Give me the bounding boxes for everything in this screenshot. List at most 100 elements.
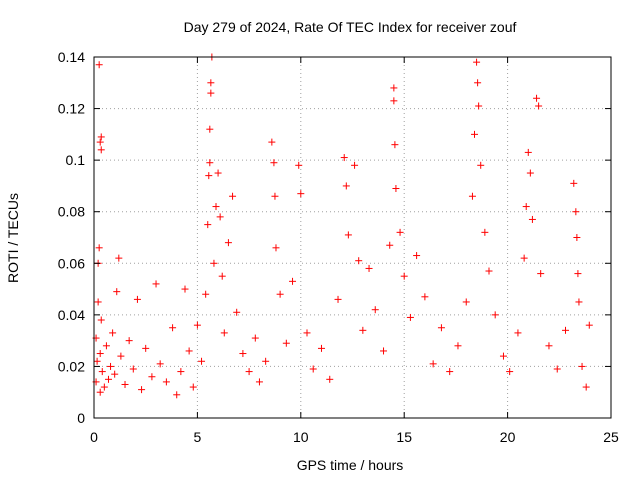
data-point <box>117 352 125 360</box>
data-point <box>477 161 485 169</box>
data-point <box>309 365 317 373</box>
x-tick-label: 10 <box>293 429 309 445</box>
data-point <box>152 280 160 288</box>
data-point <box>575 298 583 306</box>
data-point <box>392 185 400 193</box>
data-point <box>193 321 201 329</box>
data-point <box>204 221 212 229</box>
data-point <box>173 391 181 399</box>
y-tick-label: 0.14 <box>58 49 85 65</box>
data-point <box>212 203 220 211</box>
data-point <box>97 146 105 154</box>
data-point <box>334 295 342 303</box>
y-tick-label: 0.02 <box>58 358 85 374</box>
data-point <box>102 342 110 350</box>
data-point <box>468 192 476 200</box>
data-point <box>342 182 350 190</box>
data-point <box>545 342 553 350</box>
data-point <box>446 368 454 376</box>
data-point <box>514 329 522 337</box>
data-point <box>340 154 348 162</box>
plot-frame <box>93 56 612 419</box>
data-point <box>573 234 581 241</box>
x-tick-label: 15 <box>396 429 412 445</box>
data-point <box>365 264 373 272</box>
data-point <box>104 375 112 383</box>
data-point <box>528 215 536 223</box>
data-point <box>289 277 297 285</box>
data-point <box>210 259 218 267</box>
x-tick-label: 5 <box>194 429 202 445</box>
data-point <box>471 130 479 138</box>
data-point <box>535 102 543 110</box>
y-tick-label: 0.08 <box>58 204 85 220</box>
data-point <box>562 326 570 334</box>
data-point <box>371 306 379 314</box>
data-point <box>185 347 193 355</box>
data-point <box>400 272 408 280</box>
data-point <box>97 316 105 324</box>
data-point <box>205 172 213 180</box>
data-point <box>214 169 222 177</box>
data-point <box>95 61 103 69</box>
grid-layer <box>94 57 611 418</box>
data-point <box>391 141 399 149</box>
chart-title: Day 279 of 2024, Rate Of TEC Index for r… <box>184 19 517 35</box>
y-tick-label: 0 <box>77 410 85 426</box>
data-point <box>156 360 164 368</box>
data-point <box>96 350 104 358</box>
data-point <box>93 357 101 365</box>
data-point <box>202 290 210 298</box>
data-point <box>100 383 108 391</box>
data-point <box>499 352 507 360</box>
x-tick-label: 20 <box>500 429 516 445</box>
data-point <box>295 161 303 169</box>
data-point <box>255 378 263 386</box>
data-point <box>206 125 214 133</box>
data-point <box>582 383 590 391</box>
data-point <box>96 138 104 146</box>
data-point <box>98 368 106 376</box>
data-point <box>396 228 404 236</box>
data-point <box>297 190 305 198</box>
x-tick-label: 25 <box>603 429 619 445</box>
x-tick-label: 0 <box>90 429 98 445</box>
data-point <box>282 339 290 347</box>
data-point <box>454 342 462 350</box>
data-point <box>96 388 104 396</box>
data-point <box>268 138 276 146</box>
data-point <box>355 257 363 265</box>
data-point <box>380 347 388 355</box>
data-point <box>198 357 206 365</box>
data-point <box>585 321 593 329</box>
data-point <box>94 298 102 306</box>
ticks-layer: 0 0.02 0.04 0.06 0.08 0.1 0.12 0.14 0 5 10 15 20 25 <box>58 49 619 445</box>
data-point <box>485 267 493 275</box>
data-point <box>95 244 103 252</box>
data-point <box>113 288 121 296</box>
data-point <box>359 326 367 334</box>
data-point <box>390 84 398 92</box>
data-point <box>574 270 582 278</box>
data-point <box>206 159 214 167</box>
data-point <box>520 254 528 262</box>
data-point <box>129 365 137 373</box>
data-point <box>481 228 489 236</box>
data-point <box>224 239 232 247</box>
data-point <box>97 133 105 141</box>
y-tick-label: 0.1 <box>66 152 86 168</box>
data-point <box>303 329 311 337</box>
data-point <box>522 203 530 211</box>
data-point <box>220 329 228 337</box>
data-point <box>421 293 429 301</box>
data-point <box>406 313 414 321</box>
data-point <box>251 334 259 342</box>
data-point <box>109 329 117 337</box>
data-point <box>553 365 561 373</box>
data-point <box>390 97 398 105</box>
data-point <box>351 161 359 169</box>
data-point <box>344 231 352 239</box>
data-point <box>133 295 141 303</box>
data-point <box>233 308 241 316</box>
